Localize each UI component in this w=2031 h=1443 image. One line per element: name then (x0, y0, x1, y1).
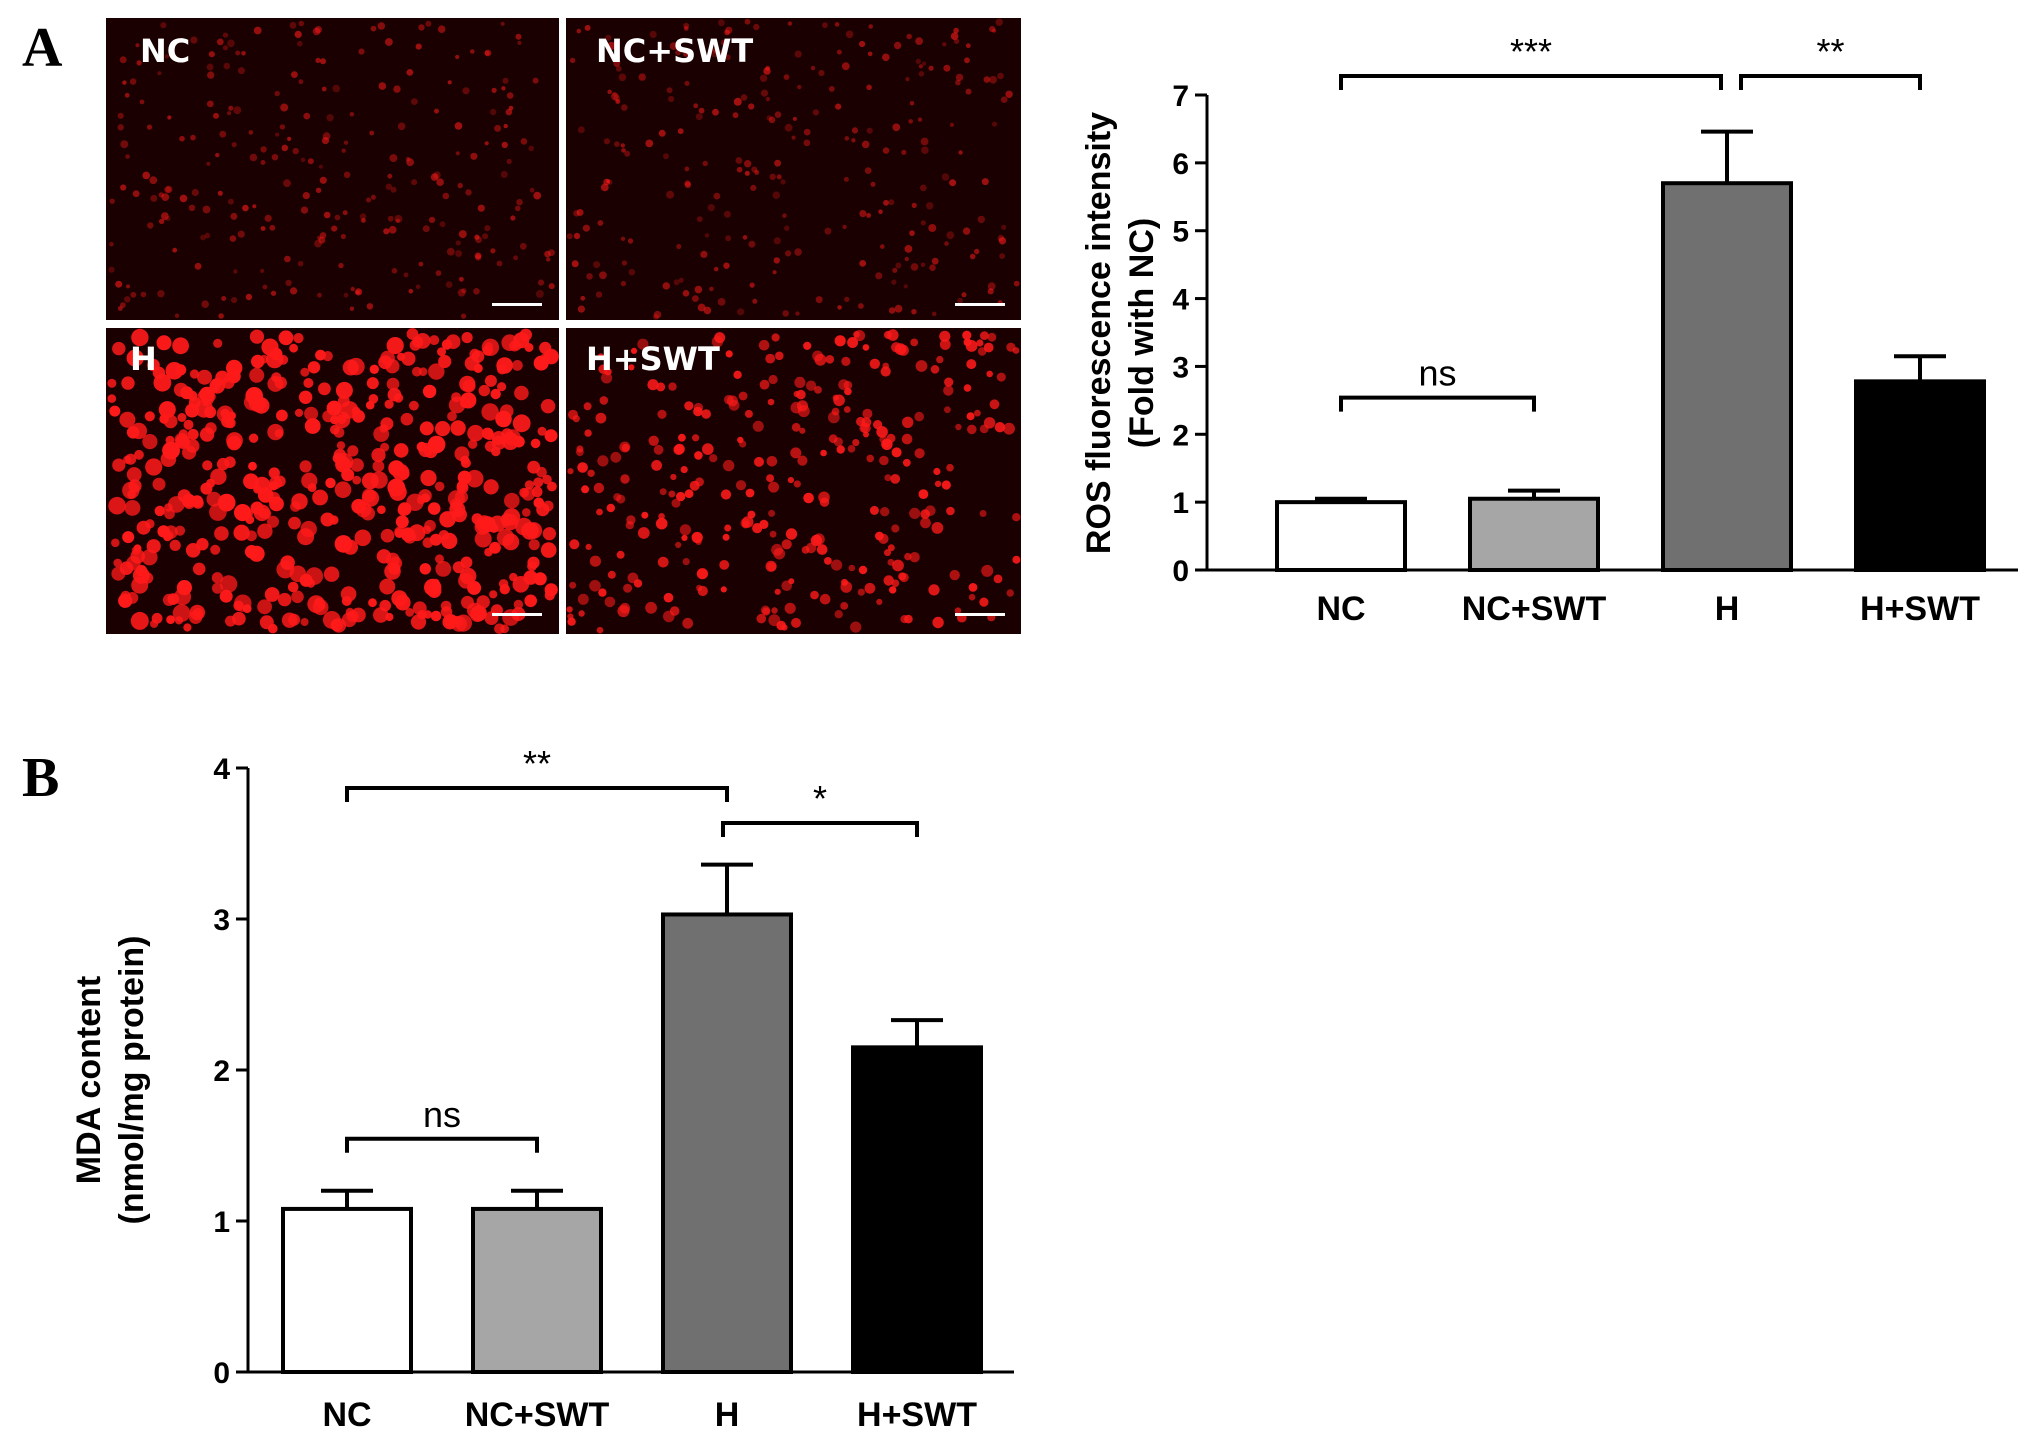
ros-bar-nc (1275, 500, 1407, 572)
mda-y-tick-label: 1 (213, 1206, 230, 1239)
micrograph-nc: NC (106, 18, 559, 320)
mda-bar-chart: MDA content (nmol/mg protein) 0 1 2 3 4 NC NC+… (70, 743, 1014, 1434)
ros-y-tick-label: 2 (1172, 419, 1189, 452)
mda-bar-nc-swt (471, 1206, 603, 1375)
ros-bar-h-swt (1854, 379, 1986, 572)
mda-category-label-h-swt: H+SWT (857, 1396, 977, 1434)
micrograph-h-swt: H+SWT (566, 328, 1021, 634)
ros-bar-chart: ROS fluorescence intensity (Fold with NC… (1080, 31, 2018, 628)
micrograph-label-h-swt: H+SWT (586, 340, 720, 378)
mda-y-tick-label: 2 (213, 1055, 230, 1088)
mda-y-tick-label: 3 (213, 904, 230, 937)
ros-significance-bracket (1739, 74, 1922, 90)
mda-y-tick-label: 0 (213, 1357, 230, 1390)
mda-significance-bracket (345, 786, 729, 802)
ros-ylabel-line1: ROS fluorescence intensity (1080, 112, 1118, 554)
micrograph-label-nc: NC (140, 32, 190, 70)
ros-y-tick-label: 3 (1172, 351, 1189, 384)
mda-bar-nc (281, 1206, 413, 1375)
ros-category-label-nc: NC (1316, 590, 1365, 628)
mda-ylabel-line1: MDA content (70, 976, 108, 1184)
mda-significance-bracket (345, 1136, 539, 1153)
micrograph-label-h: H (130, 340, 157, 378)
ros-significance-bracket (1339, 74, 1723, 90)
panel-letter-a: A (22, 17, 63, 79)
ros-significance-label: *** (1510, 31, 1552, 72)
ros-y-tick-label: 7 (1172, 80, 1189, 113)
mda-significance-label: * (813, 778, 827, 819)
ros-bar-h (1661, 181, 1793, 572)
ros-category-label-h: H (1715, 590, 1740, 628)
ros-category-label-h-swt: H+SWT (1860, 590, 1980, 628)
mda-bar-h-swt (851, 1045, 983, 1374)
micrograph-label-nc-swt: NC+SWT (596, 32, 753, 70)
micrograph-nc-swt: NC+SWT (566, 18, 1021, 320)
ros-significance-label: ** (1816, 31, 1844, 72)
mda-significance-label: ** (523, 743, 551, 784)
mda-category-label-h: H (715, 1396, 740, 1434)
mda-y-tick-label: 4 (213, 753, 230, 786)
ros-y-tick-label: 1 (1172, 487, 1189, 520)
mda-ylabel-line2: (nmol/mg protein) (113, 936, 151, 1225)
mda-bar-h (661, 912, 793, 1374)
micrograph-h: H (106, 328, 559, 634)
ros-significance-bracket (1339, 395, 1536, 412)
ros-significance-label: ns (1418, 353, 1456, 394)
ros-y-tick-label: 0 (1172, 555, 1189, 588)
mda-category-label-nc: NC (322, 1396, 371, 1434)
ros-category-label-nc-swt: NC+SWT (1462, 590, 1607, 628)
ros-ylabel-line2: (Fold with NC) (1123, 218, 1161, 448)
panel-letter-b: B (22, 747, 59, 809)
mda-significance-bracket (721, 821, 919, 837)
mda-category-label-nc-swt: NC+SWT (465, 1396, 610, 1434)
micrograph-grid: NC NC+SWT H H+SWT (104, 16, 1023, 636)
ros-y-tick-label: 4 (1172, 284, 1189, 317)
mda-significance-label: ns (423, 1094, 461, 1135)
ros-bar-nc-swt (1468, 496, 1600, 572)
ros-y-tick-label: 6 (1172, 148, 1189, 181)
ros-y-tick-label: 5 (1172, 216, 1189, 249)
